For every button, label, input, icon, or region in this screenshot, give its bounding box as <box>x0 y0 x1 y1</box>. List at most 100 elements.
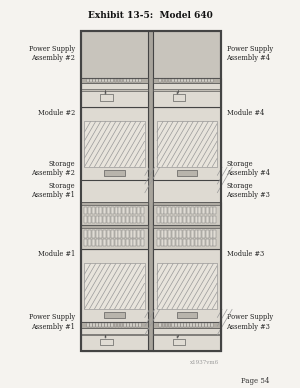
Bar <box>88 215 91 223</box>
Bar <box>176 239 179 246</box>
Bar <box>96 230 99 238</box>
Bar <box>194 207 197 214</box>
Bar <box>163 78 164 82</box>
Bar <box>154 249 220 322</box>
Bar <box>202 215 205 223</box>
Bar <box>127 323 129 327</box>
Bar <box>169 323 170 327</box>
Bar <box>141 239 144 246</box>
Bar <box>81 322 148 327</box>
Bar <box>90 78 92 82</box>
Bar <box>191 230 194 238</box>
Bar <box>178 323 180 327</box>
Text: Power Supply
Assembly #4: Power Supply Assembly #4 <box>226 45 273 62</box>
Bar <box>107 230 110 238</box>
Bar <box>175 323 177 327</box>
Text: Module #3: Module #3 <box>226 250 264 258</box>
Text: Page 54: Page 54 <box>241 377 269 385</box>
Bar <box>84 121 145 167</box>
Bar <box>213 207 216 214</box>
Bar <box>172 239 175 246</box>
Bar <box>136 323 138 327</box>
Bar <box>124 323 125 327</box>
Bar <box>99 215 103 223</box>
Bar <box>103 215 106 223</box>
Bar <box>172 207 175 214</box>
Bar <box>191 207 194 214</box>
Bar <box>154 225 220 249</box>
Bar <box>172 230 175 238</box>
Bar <box>81 31 220 351</box>
Bar <box>90 323 92 327</box>
Bar <box>206 239 209 246</box>
Bar <box>130 230 133 238</box>
Bar <box>99 207 103 214</box>
Bar <box>126 230 129 238</box>
Bar <box>105 323 107 327</box>
Bar <box>136 78 138 82</box>
Bar <box>81 225 148 228</box>
Bar <box>213 230 216 238</box>
Bar <box>84 207 87 214</box>
Bar <box>194 230 197 238</box>
Bar <box>160 323 161 327</box>
Bar <box>141 230 144 238</box>
Bar <box>102 323 104 327</box>
Bar <box>96 215 99 223</box>
Bar <box>96 239 99 246</box>
Bar <box>107 215 110 223</box>
Bar <box>164 239 167 246</box>
Text: Module #4: Module #4 <box>226 109 264 116</box>
Bar <box>154 225 220 228</box>
Bar <box>187 323 189 327</box>
Bar <box>172 323 173 327</box>
Bar <box>154 322 220 351</box>
Bar <box>134 239 136 246</box>
Bar <box>164 207 167 214</box>
Bar <box>81 107 148 180</box>
Bar <box>141 215 144 223</box>
Bar <box>164 215 167 223</box>
Bar <box>173 339 185 345</box>
Bar <box>84 215 87 223</box>
Bar <box>112 78 113 82</box>
Bar <box>191 215 194 223</box>
Bar <box>169 78 170 82</box>
Bar <box>81 31 220 351</box>
Bar <box>88 230 91 238</box>
Bar <box>179 207 182 214</box>
Bar <box>164 230 167 238</box>
Text: Storage
Assembly #1: Storage Assembly #1 <box>31 182 75 199</box>
Bar <box>183 230 186 238</box>
Bar <box>121 323 122 327</box>
Bar <box>205 323 207 327</box>
Bar <box>134 230 136 238</box>
Bar <box>210 207 213 214</box>
Bar <box>206 215 209 223</box>
Bar <box>137 239 140 246</box>
Bar <box>118 323 119 327</box>
Bar <box>118 230 121 238</box>
Bar <box>87 323 89 327</box>
Bar <box>154 89 220 91</box>
Bar <box>208 323 210 327</box>
Bar <box>148 31 154 351</box>
Bar <box>196 78 198 82</box>
Bar <box>115 78 116 82</box>
Bar <box>183 239 186 246</box>
Bar <box>168 207 171 214</box>
Bar <box>183 207 186 214</box>
Bar <box>105 78 107 82</box>
Bar <box>187 215 190 223</box>
Bar <box>133 323 135 327</box>
Text: Power Supply
Assembly #1: Power Supply Assembly #1 <box>29 314 75 331</box>
Bar <box>118 78 119 82</box>
Bar <box>134 207 136 214</box>
Text: Power Supply
Assembly #3: Power Supply Assembly #3 <box>226 314 273 331</box>
Bar <box>88 207 91 214</box>
Bar <box>198 207 201 214</box>
Bar <box>157 121 217 167</box>
Bar <box>100 339 112 345</box>
Bar <box>115 323 116 327</box>
Bar <box>130 239 133 246</box>
